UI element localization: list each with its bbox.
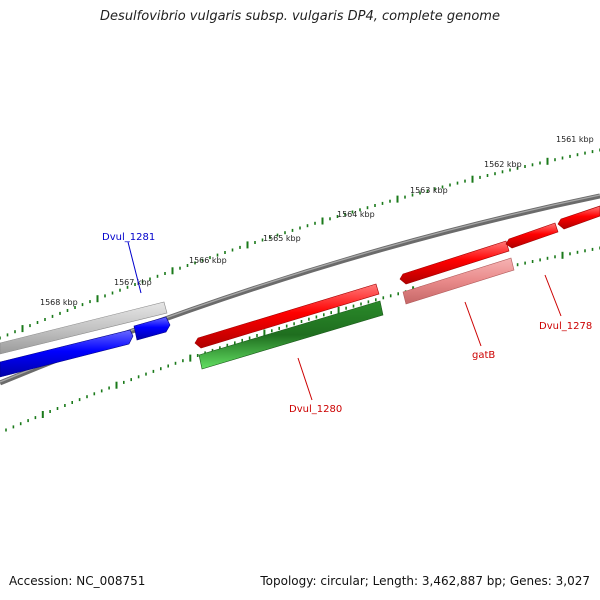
ruler-labels: 1561 kbp 1562 kbp 1563 kbp 1564 kbp 1565…	[40, 135, 594, 307]
leader-dvul1278	[544, 274, 562, 317]
inner-track	[198, 257, 515, 370]
gene-gatb-forward[interactable]	[399, 240, 510, 285]
ruler-label-1564: 1564 kbp	[337, 210, 375, 219]
ruler-label-1562: 1562 kbp	[484, 160, 522, 169]
label-dvul1278: Dvul_1278	[539, 321, 592, 332]
leader-gatb	[464, 301, 482, 347]
label-dvul1280: Dvul_1280	[289, 404, 342, 415]
gene-dvul1279[interactable]	[505, 222, 559, 249]
gene-dvul1278-forward[interactable]	[557, 205, 600, 230]
rna-gatb-pink[interactable]	[402, 257, 515, 305]
ruler-label-1568: 1568 kbp	[40, 298, 78, 307]
gene-dvul1280-forward[interactable]	[194, 283, 380, 349]
figure-title: Desulfovibrio vulgaris subsp. vulgaris D…	[100, 9, 500, 24]
ruler-label-1565: 1565 kbp	[263, 234, 301, 243]
ruler-label-1566: 1566 kbp	[189, 256, 227, 265]
label-gatb: gatB	[472, 350, 495, 361]
ruler-label-1567: 1567 kbp	[114, 278, 152, 287]
ruler-label-1563: 1563 kbp	[410, 186, 448, 195]
ruler-label-1561: 1561 kbp	[556, 135, 594, 144]
label-dvul1281: Dvul_1281	[102, 232, 155, 243]
label-leaders	[127, 241, 562, 401]
leader-dvul1281	[127, 241, 142, 294]
gene-dvul1281-arrow[interactable]	[133, 316, 171, 341]
genome-summary-text: Topology: circular; Length: 3,462,887 bp…	[260, 574, 590, 588]
genome-backbone	[0, 193, 600, 386]
gray-feature[interactable]	[0, 301, 168, 355]
upper-left-track	[0, 301, 171, 378]
leader-dvul1280	[297, 357, 313, 401]
forward-track	[194, 205, 600, 349]
cds-dvul1280-green[interactable]	[198, 300, 384, 370]
outer-ruler-ticks	[0, 148, 600, 340]
gene-reverse-blue[interactable]	[0, 329, 134, 378]
accession-text: Accession: NC_008751	[9, 574, 146, 588]
